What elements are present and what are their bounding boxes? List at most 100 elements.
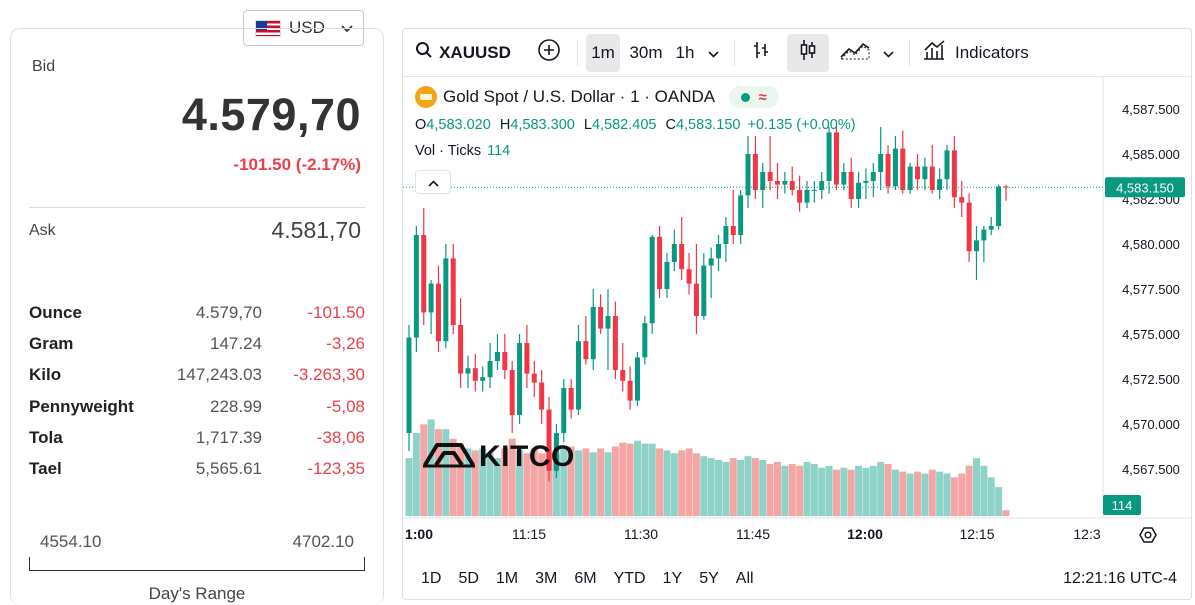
collapse-legend-button[interactable] bbox=[415, 170, 451, 194]
candle-body[interactable] bbox=[546, 409, 552, 471]
candle-body[interactable] bbox=[524, 343, 530, 374]
candle-body[interactable] bbox=[657, 236, 663, 289]
candle-body[interactable] bbox=[878, 154, 884, 172]
candle-body[interactable] bbox=[620, 370, 626, 381]
candle-body[interactable] bbox=[804, 190, 810, 203]
candle-body[interactable] bbox=[443, 258, 449, 342]
candle-body[interactable] bbox=[789, 181, 795, 190]
candle-body[interactable] bbox=[553, 433, 559, 471]
candle-body[interactable] bbox=[671, 244, 677, 262]
candle-body[interactable] bbox=[531, 373, 537, 383]
candle-body[interactable] bbox=[517, 343, 523, 415]
range-1d-button[interactable]: 1D bbox=[421, 570, 442, 587]
candle-body[interactable] bbox=[576, 341, 582, 410]
candle-body[interactable] bbox=[406, 337, 412, 433]
candle-body[interactable] bbox=[428, 283, 434, 313]
candle-body[interactable] bbox=[413, 235, 419, 338]
candle-body[interactable] bbox=[716, 244, 722, 259]
candle-body[interactable] bbox=[811, 190, 817, 191]
candle-body[interactable] bbox=[450, 258, 456, 325]
range-5y-button[interactable]: 5Y bbox=[699, 570, 719, 587]
candle-body[interactable] bbox=[870, 172, 876, 181]
candle-body[interactable] bbox=[996, 186, 1002, 226]
range-3m-button[interactable]: 3M bbox=[535, 570, 558, 587]
candle-body[interactable] bbox=[767, 172, 773, 181]
interval-1h[interactable]: 1h bbox=[675, 42, 695, 62]
candle-body[interactable] bbox=[568, 388, 574, 410]
candle-body[interactable] bbox=[458, 325, 464, 374]
candle-body[interactable] bbox=[612, 316, 618, 370]
area-chart-type-button[interactable] bbox=[835, 34, 875, 72]
candle-body[interactable] bbox=[775, 181, 780, 185]
candle-body[interactable] bbox=[708, 258, 714, 266]
candle-body[interactable] bbox=[693, 283, 699, 316]
range-ytd-button[interactable]: YTD bbox=[613, 570, 646, 587]
candle-body[interactable] bbox=[922, 166, 928, 180]
candle-body[interactable] bbox=[487, 361, 493, 378]
indicators-button[interactable]: Indicators bbox=[918, 34, 1033, 72]
range-6m-button[interactable]: 6M bbox=[574, 570, 597, 587]
interval-1m[interactable]: 1m bbox=[586, 33, 620, 72]
candle-body[interactable] bbox=[642, 323, 648, 358]
candle-body[interactable] bbox=[848, 172, 854, 199]
symbol-search[interactable]: XAUUSD bbox=[415, 34, 511, 72]
market-status-pill[interactable]: ≈ bbox=[729, 86, 780, 108]
candle-body[interactable] bbox=[959, 197, 965, 203]
candle-body[interactable] bbox=[907, 166, 913, 190]
candle-body[interactable] bbox=[973, 240, 979, 252]
candles-chart-type-button[interactable] bbox=[787, 33, 829, 72]
candle-body[interactable] bbox=[605, 316, 611, 329]
candle-body[interactable] bbox=[539, 382, 545, 410]
candle-body[interactable] bbox=[509, 370, 515, 415]
candle-body[interactable] bbox=[929, 166, 935, 190]
candle-body[interactable] bbox=[598, 307, 604, 329]
candle-body[interactable] bbox=[561, 388, 567, 433]
candle-body[interactable] bbox=[738, 195, 744, 235]
candle-body[interactable] bbox=[745, 154, 751, 196]
candle-body[interactable] bbox=[944, 150, 950, 180]
range-all-button[interactable]: All bbox=[735, 570, 754, 587]
chart-settings-gear-icon[interactable] bbox=[1139, 527, 1157, 543]
candle-body[interactable] bbox=[686, 269, 692, 284]
candle-body[interactable] bbox=[833, 132, 839, 185]
candle-body[interactable] bbox=[480, 377, 486, 381]
range-5d-button[interactable]: 5D bbox=[458, 570, 479, 587]
candle-body[interactable] bbox=[981, 229, 987, 241]
candle-body[interactable] bbox=[494, 352, 500, 361]
candle-body[interactable] bbox=[723, 226, 729, 244]
candle-body[interactable] bbox=[782, 181, 788, 185]
candle-body[interactable] bbox=[465, 368, 471, 374]
candle-body[interactable] bbox=[951, 150, 957, 198]
candle-body[interactable] bbox=[627, 380, 633, 401]
candle-body[interactable] bbox=[583, 341, 589, 360]
candle-body[interactable] bbox=[885, 154, 891, 187]
candle-body[interactable] bbox=[730, 226, 736, 235]
candle-body[interactable] bbox=[649, 236, 655, 324]
chart-type-dropdown-button[interactable] bbox=[877, 34, 899, 72]
candle-body[interactable] bbox=[966, 202, 972, 252]
candle-body[interactable] bbox=[760, 172, 766, 190]
candle-body[interactable] bbox=[634, 357, 640, 401]
candle-body[interactable] bbox=[435, 283, 441, 342]
compare-symbol-button[interactable] bbox=[533, 34, 565, 72]
chart-clock[interactable]: 12:21:16 UTC-4 bbox=[1063, 570, 1177, 587]
range-1m-button[interactable]: 1M bbox=[495, 570, 519, 587]
candle-body[interactable] bbox=[937, 179, 943, 190]
interval-dropdown-button[interactable] bbox=[702, 34, 724, 72]
interval-30m[interactable]: 30m bbox=[629, 42, 663, 62]
candle-body[interactable] bbox=[841, 172, 847, 185]
candle-body[interactable] bbox=[900, 148, 906, 190]
bar-chart-type-button[interactable] bbox=[743, 34, 779, 72]
candle-body[interactable] bbox=[1003, 186, 1009, 188]
candle-body[interactable] bbox=[679, 244, 685, 270]
candle-body[interactable] bbox=[892, 148, 898, 187]
candle-body[interactable] bbox=[502, 352, 508, 370]
candle-body[interactable] bbox=[797, 190, 803, 203]
candle-body[interactable] bbox=[863, 181, 869, 183]
candle-body[interactable] bbox=[421, 235, 427, 313]
candle-body[interactable] bbox=[915, 166, 921, 180]
candle-body[interactable] bbox=[988, 226, 994, 230]
candle-body[interactable] bbox=[856, 182, 862, 199]
candle-body[interactable] bbox=[819, 181, 825, 190]
candle-body[interactable] bbox=[590, 307, 596, 360]
